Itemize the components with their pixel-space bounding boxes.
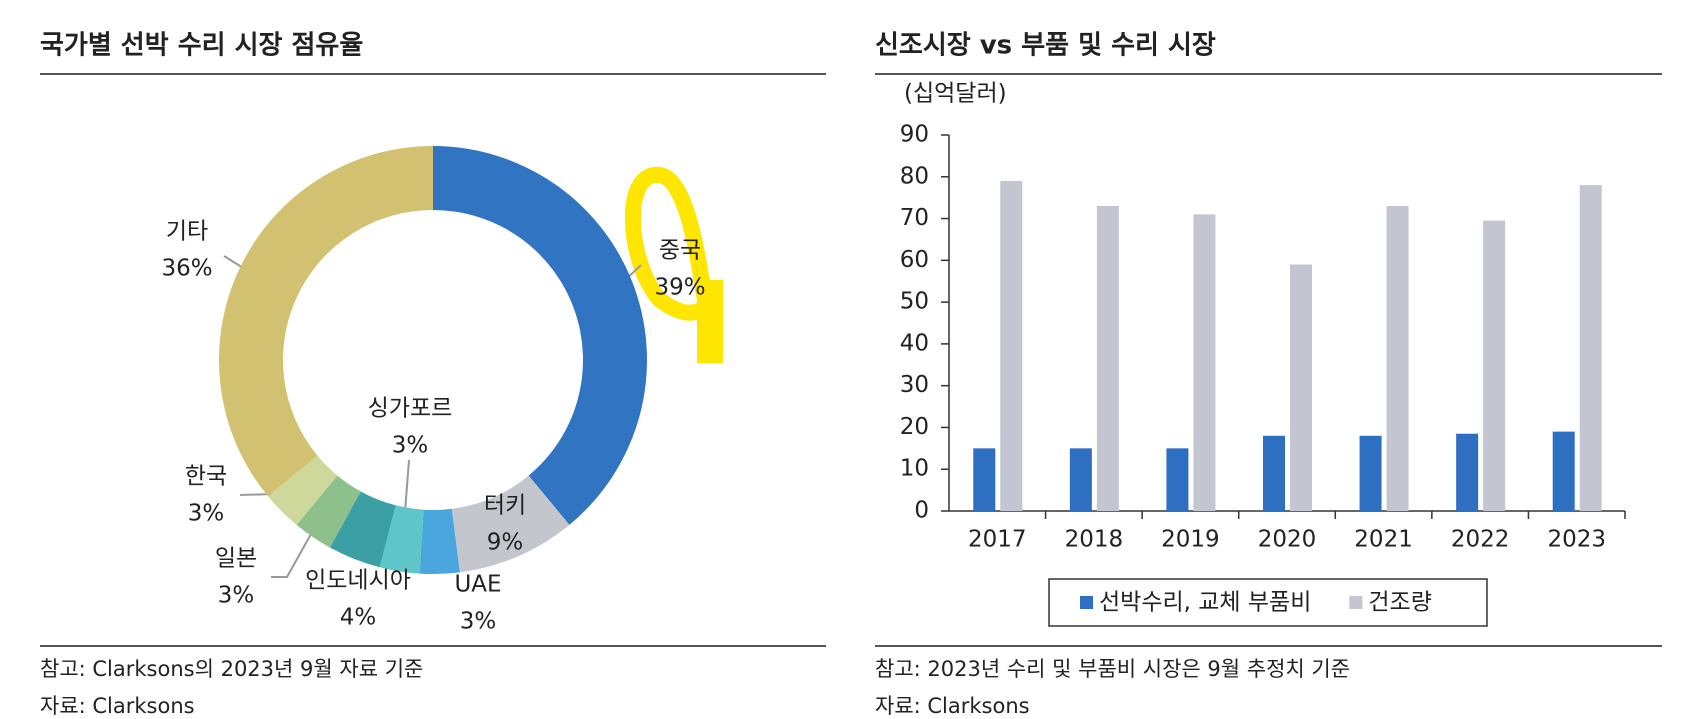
y-tick-label: 40	[900, 330, 929, 356]
slice-value-label: 9%	[487, 530, 524, 556]
y-tick-label: 90	[900, 122, 929, 148]
donut-slice	[219, 146, 433, 497]
bar	[1359, 435, 1382, 511]
note: 참고: Clarksons의 2023년 9월 자료 기준	[40, 657, 423, 681]
slice-value-label: 3%	[392, 433, 429, 459]
bar	[1552, 431, 1575, 511]
slice-label: 싱가포르	[368, 396, 453, 422]
y-axis-label: (십억달러)	[904, 81, 1007, 107]
bar	[1193, 214, 1216, 511]
source: 자료: Clarksons	[875, 694, 1030, 718]
x-tick-label: 2021	[1354, 527, 1413, 553]
chart-title: 국가별 선박 수리 시장 점유율	[40, 31, 363, 61]
bar	[1579, 185, 1602, 511]
slice-label: 인도네시아	[305, 568, 411, 594]
slice-value-label: 3%	[218, 583, 255, 609]
y-tick-label: 0	[914, 498, 929, 524]
y-tick-label: 30	[900, 372, 929, 398]
legend-swatch	[1349, 596, 1363, 609]
highlight	[625, 166, 723, 363]
y-tick-label: 20	[900, 414, 929, 440]
y-tick-label: 70	[900, 205, 929, 231]
slice-value-label: 3%	[460, 609, 497, 635]
bar	[1263, 435, 1285, 511]
donut-slice	[451, 475, 570, 573]
slice-value-label: 36%	[161, 256, 212, 282]
bar	[1483, 220, 1506, 511]
bar	[1096, 206, 1119, 511]
slice-label: 한국	[185, 464, 227, 490]
donut-slice	[419, 508, 460, 574]
slice-value-label: 4%	[340, 605, 377, 631]
x-tick-label: 2020	[1258, 527, 1317, 553]
bar	[1000, 180, 1023, 511]
donut-slice	[296, 475, 361, 548]
slice-value-label: 39%	[654, 275, 705, 301]
chart-title: 신조시장 vs 부품 및 수리 시장	[875, 31, 1216, 61]
donut-slice	[379, 505, 424, 574]
source: 자료: Clarksons	[40, 694, 195, 718]
note: 참고: 2023년 수리 및 부품비 시장은 9월 추정치 기준	[875, 657, 1350, 681]
bar	[1456, 433, 1479, 511]
y-tick-label: 50	[900, 289, 929, 315]
slice-value-label: 3%	[188, 501, 225, 527]
bar	[1166, 448, 1189, 511]
slice-label: 중국	[659, 238, 701, 264]
bar	[1386, 206, 1409, 511]
x-tick-label: 2022	[1451, 527, 1510, 553]
bar	[1069, 448, 1092, 511]
legend-label: 건조량	[1368, 590, 1431, 616]
x-tick-label: 2019	[1161, 527, 1220, 553]
x-tick-label: 2023	[1547, 527, 1606, 553]
slice-label: 일본	[215, 546, 257, 572]
donut-slice	[329, 491, 396, 568]
slice-label: 터키	[484, 493, 526, 519]
legend-box	[1048, 578, 1488, 627]
y-tick-label: 80	[900, 163, 929, 189]
x-tick-label: 2017	[968, 527, 1027, 553]
legend-label: 선박수리, 교체 부품비	[1099, 590, 1311, 616]
y-tick-label: 60	[900, 247, 929, 273]
bar	[1290, 264, 1312, 511]
y-tick-label: 10	[900, 456, 929, 482]
bar	[973, 448, 996, 511]
slice-label: UAE	[454, 572, 501, 598]
donut-slice	[433, 146, 647, 525]
legend-swatch	[1080, 596, 1093, 609]
x-tick-label: 2018	[1065, 527, 1124, 553]
slice-label: 기타	[166, 219, 208, 245]
donut-slice	[268, 455, 338, 525]
